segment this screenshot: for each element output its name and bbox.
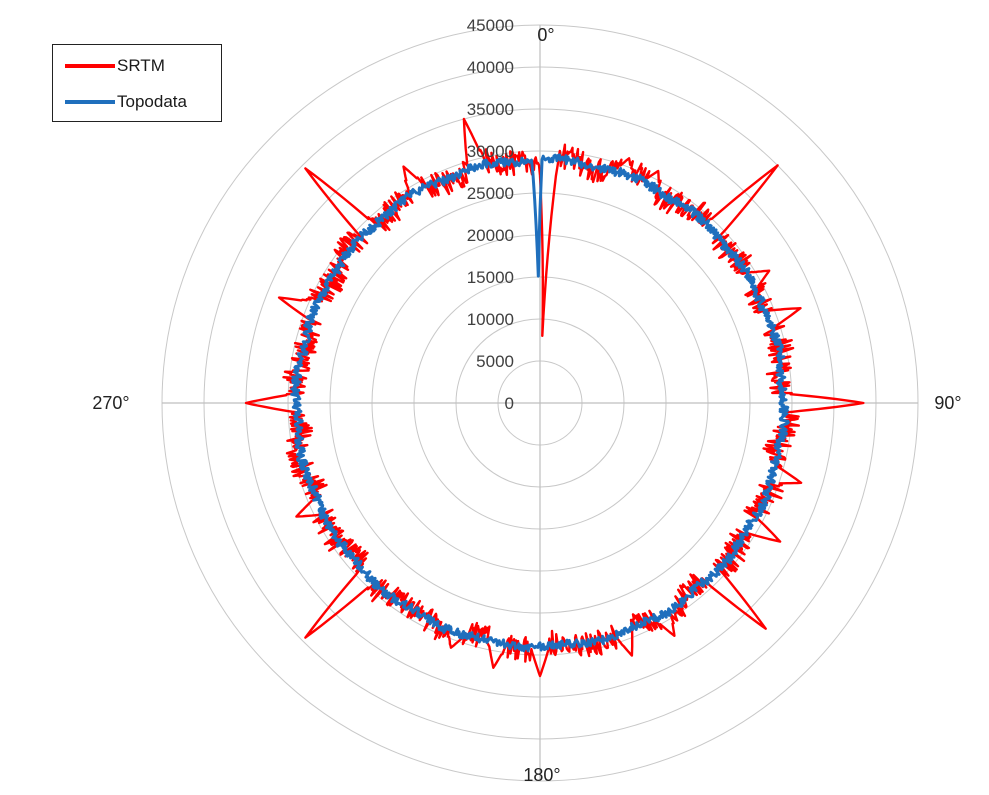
radial-tick-label-9: 45000	[467, 16, 514, 35]
angle-label-90: 90°	[934, 393, 961, 413]
series-line-srtm	[244, 117, 865, 678]
series-layer	[244, 117, 865, 678]
series-line-topodata	[290, 153, 790, 653]
radial-tick-label-1: 5000	[476, 352, 514, 371]
radial-tick-label-3: 15000	[467, 268, 514, 287]
radial-tick-label-5: 25000	[467, 184, 514, 203]
radial-tick-label-4: 20000	[467, 226, 514, 245]
axes	[162, 25, 918, 781]
radial-tick-label-8: 40000	[467, 58, 514, 77]
legend-item-topodata: Topodata	[65, 91, 187, 113]
legend-label-topodata: Topodata	[117, 92, 187, 111]
radial-tick-label-2: 10000	[467, 310, 514, 329]
angle-label-180: 180°	[523, 765, 560, 785]
legend: SRTM Topodata	[52, 44, 222, 122]
legend-swatch-srtm	[65, 64, 115, 68]
tick-layer: 0 5000 10000 15000 20000 25000 30000 35000 40000…	[467, 16, 514, 413]
legend-swatch-topodata	[65, 100, 115, 104]
legend-item-srtm: SRTM	[65, 55, 165, 77]
radial-tick-label-7: 35000	[467, 100, 514, 119]
radial-tick-label-6: 30000	[467, 142, 514, 161]
legend-label-srtm: SRTM	[117, 56, 165, 75]
angle-label-270: 270°	[92, 393, 129, 413]
radial-tick-label-0: 0	[505, 394, 514, 413]
angle-label-0: 0°	[537, 25, 554, 45]
